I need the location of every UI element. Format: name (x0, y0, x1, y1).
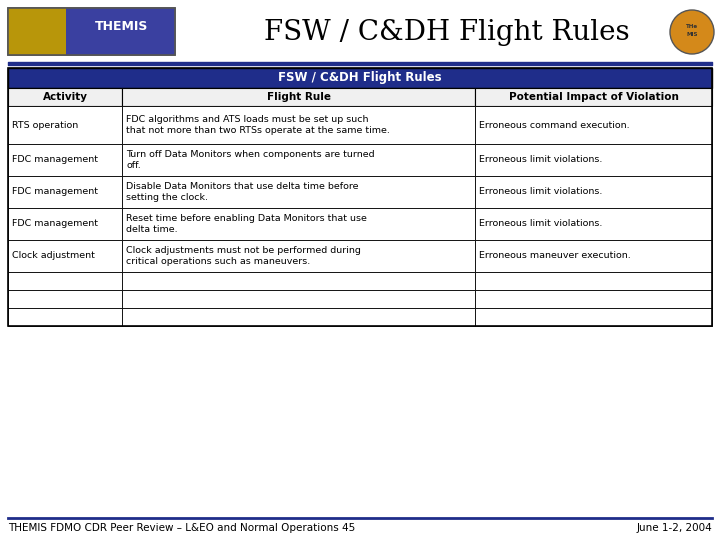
Text: Erroneous limit violations.: Erroneous limit violations. (480, 219, 603, 228)
Bar (122, 106, 475, 144)
Bar (122, 308, 475, 326)
Bar (122, 240, 475, 272)
Bar (122, 88, 475, 106)
Bar (8, 106, 122, 144)
Bar (475, 208, 712, 240)
Bar (8, 8, 175, 55)
Text: MIS: MIS (686, 31, 698, 37)
Bar (8, 88, 122, 106)
Bar (8, 144, 122, 176)
Bar (122, 272, 475, 290)
Text: Clock adjustments must not be performed during
critical operations such as maneu: Clock adjustments must not be performed … (126, 246, 361, 266)
Bar (122, 144, 475, 176)
Text: FSW / C&DH Flight Rules: FSW / C&DH Flight Rules (264, 18, 629, 45)
Bar (475, 240, 712, 272)
Bar (8, 290, 122, 308)
Text: RTS operation: RTS operation (12, 120, 78, 130)
Bar (122, 290, 475, 308)
Bar (475, 144, 712, 176)
Text: Erroneous limit violations.: Erroneous limit violations. (480, 156, 603, 165)
Bar (8, 208, 122, 240)
Bar (475, 176, 712, 208)
Bar (475, 272, 712, 290)
Bar (475, 88, 712, 106)
Text: Erroneous limit violations.: Erroneous limit violations. (480, 187, 603, 197)
Text: FDC management: FDC management (12, 156, 98, 165)
Text: FDC algorithms and ATS loads must be set up such
that not more than two RTSs ope: FDC algorithms and ATS loads must be set… (126, 115, 390, 135)
Text: Clock adjustment: Clock adjustment (12, 252, 95, 260)
Bar (8, 240, 122, 272)
Text: THe: THe (686, 24, 698, 29)
Text: Reset time before enabling Data Monitors that use
delta time.: Reset time before enabling Data Monitors… (126, 214, 367, 234)
Bar (122, 208, 475, 240)
Bar (66, 8, 175, 55)
Text: Erroneous maneuver execution.: Erroneous maneuver execution. (480, 252, 631, 260)
Text: THEMIS: THEMIS (95, 21, 148, 33)
Bar (122, 176, 475, 208)
Bar (8, 8, 175, 55)
Circle shape (670, 10, 714, 54)
Text: THEMIS FDMO CDR Peer Review – L&EO and Normal Operations 45: THEMIS FDMO CDR Peer Review – L&EO and N… (8, 523, 355, 533)
Bar (475, 106, 712, 144)
Text: Activity: Activity (42, 92, 88, 102)
Bar (8, 68, 712, 326)
Bar (475, 308, 712, 326)
Bar (8, 68, 712, 88)
Bar (475, 290, 712, 308)
Text: Potential Impact of Violation: Potential Impact of Violation (509, 92, 679, 102)
Text: Turn off Data Monitors when components are turned
off.: Turn off Data Monitors when components a… (126, 150, 374, 170)
Text: June 1-2, 2004: June 1-2, 2004 (636, 523, 712, 533)
Bar (8, 308, 122, 326)
Text: Erroneous command execution.: Erroneous command execution. (480, 120, 630, 130)
Text: FSW / C&DH Flight Rules: FSW / C&DH Flight Rules (278, 71, 442, 84)
Text: FDC management: FDC management (12, 219, 98, 228)
Text: FDC management: FDC management (12, 187, 98, 197)
Bar (8, 8, 66, 55)
Bar (8, 176, 122, 208)
Text: Disable Data Monitors that use delta time before
setting the clock.: Disable Data Monitors that use delta tim… (126, 182, 359, 202)
Text: Flight Rule: Flight Rule (266, 92, 330, 102)
Bar (8, 272, 122, 290)
